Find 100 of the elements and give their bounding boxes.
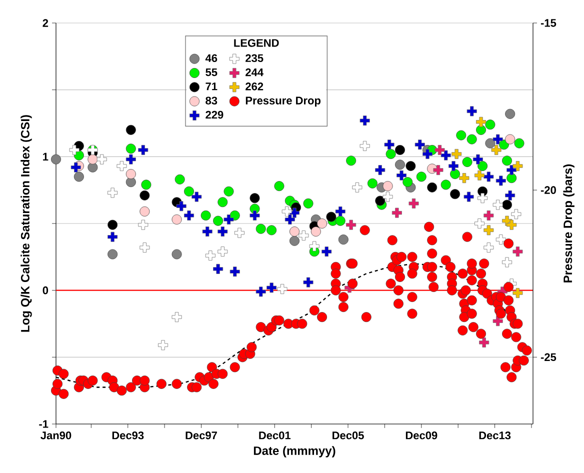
point xyxy=(192,192,202,202)
point xyxy=(274,181,284,192)
point xyxy=(290,226,300,237)
point xyxy=(472,154,483,164)
point xyxy=(184,210,194,220)
point xyxy=(485,120,496,130)
legend-label: 262 xyxy=(246,82,264,90)
point xyxy=(427,182,438,192)
point xyxy=(375,165,386,176)
point xyxy=(256,224,266,234)
y-tick-label: 1 xyxy=(43,152,48,160)
y-tick-label: 0 xyxy=(42,286,48,294)
point xyxy=(440,150,451,160)
point xyxy=(250,210,260,220)
point xyxy=(491,144,502,155)
point xyxy=(51,154,61,164)
point xyxy=(309,241,320,252)
point xyxy=(69,144,80,155)
point xyxy=(218,226,228,237)
point xyxy=(375,196,386,206)
y2-tick-label: -20 xyxy=(540,186,556,194)
point xyxy=(224,186,234,196)
point xyxy=(303,198,314,208)
point xyxy=(456,130,466,140)
point xyxy=(108,232,118,242)
point xyxy=(200,210,211,220)
point xyxy=(479,337,490,348)
point xyxy=(474,170,484,180)
point xyxy=(496,176,506,186)
point xyxy=(322,246,332,257)
point xyxy=(506,220,517,230)
point xyxy=(406,161,416,172)
point xyxy=(506,165,517,176)
point xyxy=(213,264,224,274)
point xyxy=(250,193,260,204)
point xyxy=(402,177,413,188)
point xyxy=(392,208,402,218)
point xyxy=(317,218,328,228)
point xyxy=(284,214,295,224)
legend-label: 235 xyxy=(246,54,264,62)
point xyxy=(450,189,460,200)
point xyxy=(506,173,517,184)
point xyxy=(346,220,356,230)
point xyxy=(474,218,484,228)
x-tick-label: Dec05 xyxy=(332,432,364,440)
point xyxy=(452,148,462,159)
point xyxy=(384,140,394,150)
point xyxy=(335,206,346,216)
point xyxy=(290,236,300,246)
point xyxy=(218,197,228,208)
point xyxy=(422,148,433,159)
x-tick-label: Jan90 xyxy=(40,432,72,440)
point xyxy=(386,148,396,159)
point xyxy=(346,156,356,166)
point xyxy=(466,134,477,144)
point xyxy=(450,169,460,180)
point xyxy=(512,161,523,172)
point xyxy=(433,165,444,176)
point xyxy=(367,178,378,188)
point xyxy=(492,316,503,326)
point xyxy=(88,154,98,164)
point xyxy=(484,225,494,236)
point xyxy=(140,206,150,216)
point xyxy=(512,288,523,298)
point xyxy=(126,169,136,180)
point xyxy=(174,174,185,184)
point xyxy=(440,180,451,190)
legend-label: 229 xyxy=(206,110,224,119)
point xyxy=(459,173,470,184)
point xyxy=(408,198,419,208)
point xyxy=(512,246,523,257)
point xyxy=(326,212,336,222)
point xyxy=(476,116,486,127)
point xyxy=(176,201,186,212)
point xyxy=(126,154,136,164)
point xyxy=(434,144,445,155)
point xyxy=(266,282,277,293)
point xyxy=(277,284,288,294)
point xyxy=(382,181,393,192)
point xyxy=(462,157,472,168)
x-tick-label: Dec01 xyxy=(259,432,291,440)
y2-tick-label: -15 xyxy=(540,19,556,27)
legend-label: Pressure Drop xyxy=(246,96,321,107)
point xyxy=(394,160,405,170)
point xyxy=(476,124,486,135)
x-axis-title: Date (mmmyy) xyxy=(254,446,336,458)
point xyxy=(138,144,148,155)
point xyxy=(172,249,182,260)
point xyxy=(466,106,477,116)
legend-label: 71 xyxy=(206,82,218,90)
point xyxy=(224,214,234,224)
point xyxy=(126,124,136,135)
point xyxy=(485,138,496,148)
y2-axis-title: Pressure Drop (bars) xyxy=(563,164,574,282)
point xyxy=(394,144,405,155)
point xyxy=(290,208,300,218)
legend-label: 83 xyxy=(206,96,218,105)
point xyxy=(184,186,194,196)
x-tick-label: Dec13 xyxy=(479,432,511,440)
point xyxy=(505,190,516,200)
